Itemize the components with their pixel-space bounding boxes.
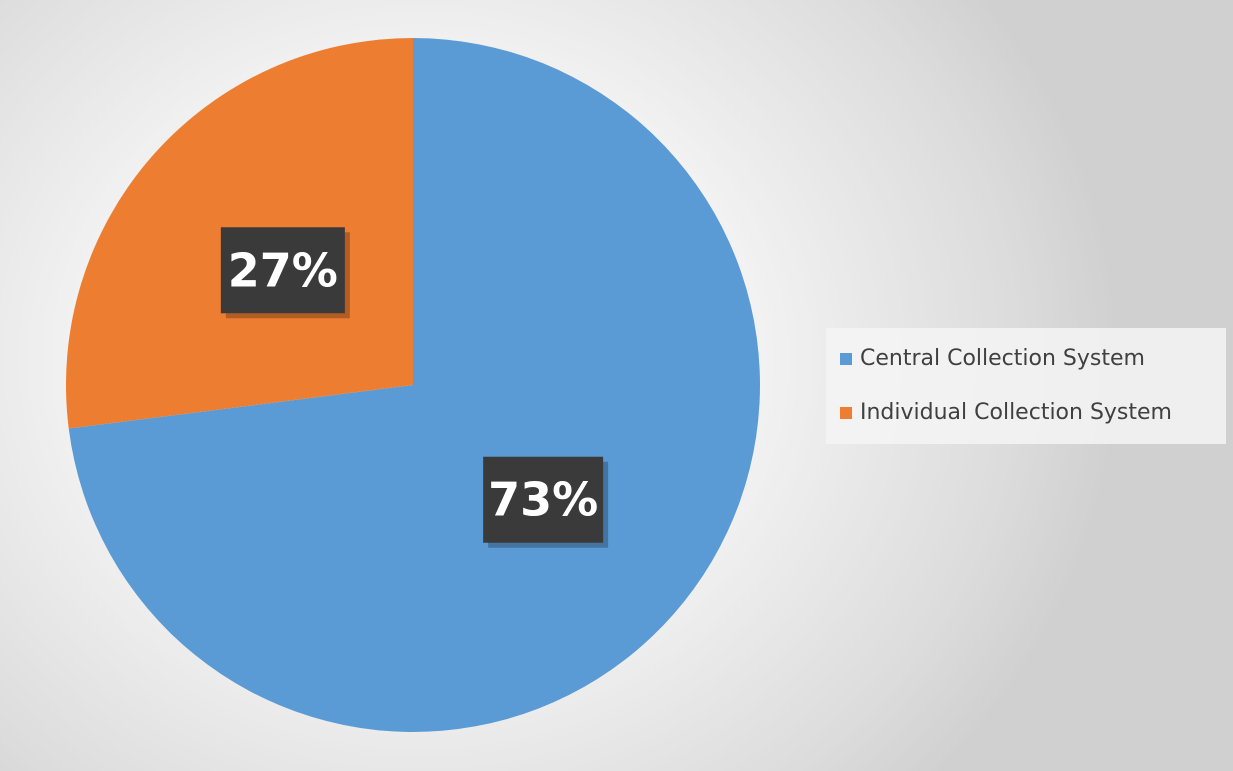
legend-item-individual: Individual Collection System xyxy=(840,400,1172,425)
legend-swatch-central xyxy=(840,352,852,365)
legend-swatch-individual xyxy=(840,406,852,419)
data-label-box xyxy=(220,227,345,314)
legend-label-central: Central Collection System xyxy=(860,346,1145,371)
legend-label-individual: Individual Collection System xyxy=(860,400,1172,425)
pie-slice-central xyxy=(68,38,760,732)
legend: Central Collection System Individual Col… xyxy=(826,328,1226,444)
data-label-central: 73% xyxy=(483,456,609,548)
data-label-individual: 27% xyxy=(220,227,350,319)
pie-slices xyxy=(65,38,760,732)
pie-data-labels: 73% 27% xyxy=(220,227,609,548)
legend-item-central: Central Collection System xyxy=(840,346,1145,371)
data-label-text: 73% xyxy=(488,473,598,527)
data-label-text: 27% xyxy=(228,243,338,297)
data-label-box xyxy=(483,456,604,543)
